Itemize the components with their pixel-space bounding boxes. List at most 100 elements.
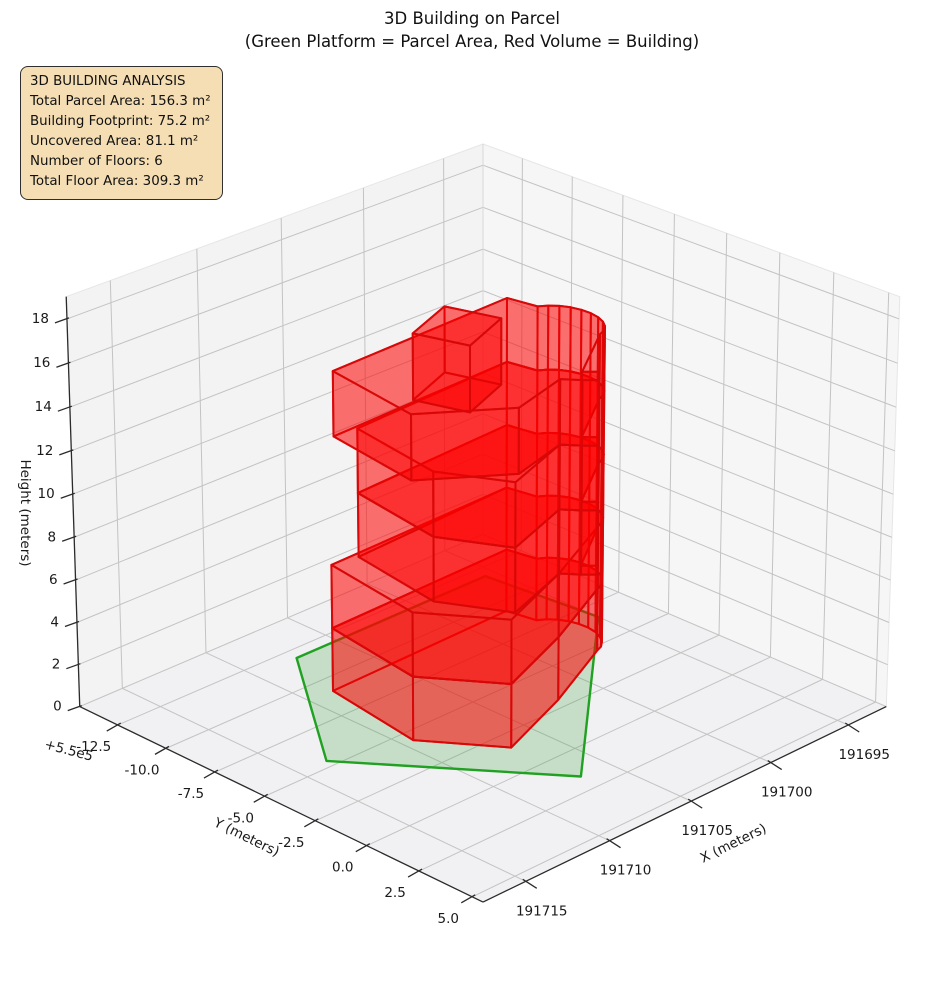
grid-line-z-right <box>482 372 893 538</box>
y-tick-label: 5.0 <box>438 911 459 927</box>
grid-line-z-right <box>482 206 898 364</box>
building-wall-face <box>580 509 599 576</box>
y-tick-mark <box>106 722 122 732</box>
z-axis-label: Height (meters) <box>17 459 33 566</box>
y-tick-mark <box>355 843 371 853</box>
z-tick-label: 16 <box>33 355 50 371</box>
building-wall-face <box>581 379 601 447</box>
building-wall-face <box>558 443 583 512</box>
y-tick-label: -5.0 <box>228 810 254 826</box>
grid-line-x-wall <box>362 187 368 584</box>
info-total-floor-area: Total Floor Area: 309.3 m² <box>30 174 204 189</box>
grid-line-x-floor <box>287 617 692 802</box>
y-tick-label: -12.5 <box>76 739 111 755</box>
x-tick-mark <box>606 838 621 849</box>
z-tick-label: 14 <box>35 399 52 415</box>
info-uncovered-area: Uncovered Area: 81.1 m² <box>30 134 199 149</box>
grid-line-y-floor <box>214 591 619 773</box>
grid-line-z-left <box>75 413 484 581</box>
z-tick-label: 6 <box>49 572 58 588</box>
grid-line-y-wall <box>667 214 675 614</box>
z-tick-label: 0 <box>53 699 62 715</box>
z-tick-mark <box>63 578 78 585</box>
title-block: 3D Building on Parcel (Green Platform = … <box>0 7 944 53</box>
z-tick-mark <box>64 620 80 628</box>
building-wall-face <box>580 444 600 512</box>
grid-line-z-left <box>66 164 484 320</box>
grid-line-z-left <box>69 248 484 408</box>
z-tick-mark <box>54 317 70 324</box>
building-wall-face <box>432 535 517 614</box>
y-tick-mark <box>460 894 476 904</box>
y-tick-label: -7.5 <box>178 786 204 802</box>
building-wall-face <box>558 378 584 447</box>
grid-line-y-floor <box>315 634 720 822</box>
x-tick-mark <box>522 878 538 889</box>
grid-line-z-right <box>482 533 887 708</box>
z-tick-mark <box>61 535 77 542</box>
y-tick-label: -2.5 <box>278 835 304 851</box>
grid-line-x-floor <box>444 550 849 726</box>
grid-line-z-right <box>482 164 900 320</box>
building-wall-face <box>411 611 513 685</box>
y-tick-label: 2.5 <box>384 885 405 901</box>
grid-line-x-wall <box>109 280 123 689</box>
grid-line-y-floor <box>366 656 771 847</box>
grid-line-y-wall <box>618 195 624 593</box>
chart-subtitle: (Green Platform = Parcel Area, Red Volum… <box>244 32 700 51</box>
y-tick-label: -10.0 <box>125 762 160 778</box>
grid-line-x-wall <box>196 248 207 653</box>
y-tick-mark <box>407 868 423 878</box>
building-wall-face <box>411 332 471 414</box>
x-tick-mark <box>844 722 860 733</box>
building-wall-face <box>432 470 517 549</box>
z-tick-label: 10 <box>38 486 55 502</box>
info-number-of-floors: Number of Floors: 6 <box>30 154 163 169</box>
grid-line-x-floor <box>122 687 526 882</box>
grid-line-y-wall <box>875 292 890 703</box>
grid-line-y-wall <box>769 252 781 658</box>
z-tick-mark <box>57 405 73 412</box>
grid-line-z-left <box>79 533 484 708</box>
grid-line-y-floor <box>418 678 823 872</box>
z-axis-spine <box>65 296 81 707</box>
grid-line-z-right <box>482 413 891 581</box>
info-building-footprint: Building Footprint: 75.2 m² <box>30 114 211 129</box>
grid-line-z-right <box>482 290 895 452</box>
building-wall-face <box>558 508 583 576</box>
y-tick-mark <box>253 793 269 803</box>
parcel-polygon <box>295 574 600 778</box>
grid-line-y-floor <box>472 701 876 898</box>
grid-line-y-wall <box>718 233 728 636</box>
x-tick-label: 191710 <box>600 863 652 879</box>
grid-line-z-left <box>78 493 484 666</box>
grid-line-x-wall <box>280 217 289 618</box>
y-tick-mark <box>154 745 170 755</box>
chart-title: 3D Building on Parcel <box>384 9 560 28</box>
x-tick-label: 191700 <box>761 785 813 801</box>
grid-line-z-right <box>482 493 888 666</box>
y-tick-mark <box>304 818 319 828</box>
x-tick-label: 191705 <box>681 823 733 839</box>
y-tick-label: 0.0 <box>332 860 353 876</box>
x-axis-spine <box>482 705 887 903</box>
building-wall-face <box>410 406 520 482</box>
x-tick-mark <box>687 798 703 809</box>
grid-line-z-left <box>72 331 484 495</box>
info-total-parcel-area: Total Parcel Area: 156.3 m² <box>30 94 211 109</box>
grid-line-z-left <box>76 453 484 623</box>
analysis-info-box: 3D BUILDING ANALYSIS Total Parcel Area: … <box>20 66 223 200</box>
z-tick-label: 4 <box>50 615 59 631</box>
building-wall-face <box>411 675 513 749</box>
grid-line-y-floor <box>165 570 570 749</box>
z-tick-mark <box>59 449 74 456</box>
info-box-heading: 3D BUILDING ANALYSIS <box>30 74 186 89</box>
grid-line-z-right <box>482 453 890 623</box>
z-tick-mark <box>66 663 81 670</box>
z-tick-mark <box>60 492 75 499</box>
z-tick-mark <box>67 704 82 712</box>
grid-line-y-floor <box>117 550 522 726</box>
y-axis-spine <box>79 705 484 903</box>
